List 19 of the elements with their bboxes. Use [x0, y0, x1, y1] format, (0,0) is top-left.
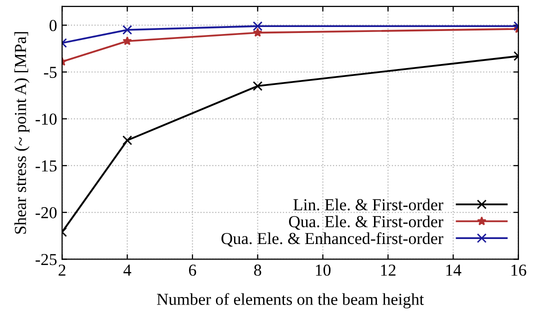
x-tick-label: 4	[123, 264, 132, 276]
y-axis-title: Shear stress (~ point A) [MPa]	[14, 32, 30, 234]
x-tick-label: 2	[58, 264, 66, 276]
x-tick-label: 10	[316, 264, 331, 276]
y-tick-label: -20	[36, 207, 57, 218]
y-tick-label: -5	[44, 66, 57, 78]
y-tick-label: -25	[36, 254, 57, 266]
x-tick-label: 8	[254, 264, 262, 276]
y-tick-label: 0	[50, 20, 57, 32]
x-axis-title: Number of elements on the beam height	[156, 293, 424, 308]
legend-label: Lin. Ele. & First-order	[293, 198, 444, 210]
legend-label: Qua. Ele. & First-order	[289, 216, 444, 230]
y-tick-label: -10	[36, 114, 57, 125]
x-tick-label: 12	[381, 264, 396, 276]
x-tick-label: 14	[446, 264, 462, 276]
y-tick-label: -15	[36, 160, 57, 172]
x-tick-label: 16	[512, 264, 526, 276]
legend-label: Qua. Ele. & Enhanced-first-order	[221, 232, 444, 247]
x-tick-label: 6	[189, 264, 196, 276]
